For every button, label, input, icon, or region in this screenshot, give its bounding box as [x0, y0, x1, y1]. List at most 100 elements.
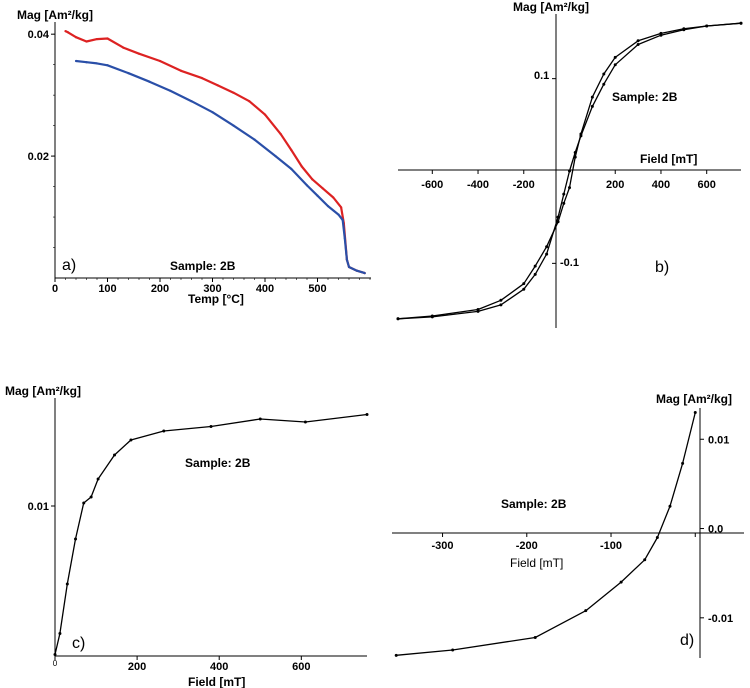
data-point	[274, 154, 277, 158]
data-point	[148, 80, 151, 83]
data-point	[562, 201, 566, 205]
data-point	[311, 178, 314, 181]
data-point	[659, 33, 663, 37]
panel-c-title: Sample: 2B	[185, 456, 251, 470]
data-point	[332, 196, 335, 199]
data-point	[216, 84, 219, 87]
data-point	[321, 187, 324, 190]
x-tick-label: 400	[210, 661, 228, 673]
x-tick-label: 0	[53, 659, 58, 668]
x-tick-label: -200	[513, 179, 535, 191]
data-point	[345, 258, 348, 261]
data-point	[613, 63, 617, 67]
y-tick-label: 0.01	[708, 434, 729, 446]
data-point	[85, 40, 88, 43]
data-point	[211, 111, 214, 114]
x-tick-label: 400	[256, 283, 274, 295]
data-point	[290, 167, 293, 170]
y-tick-label: 0.01	[28, 501, 49, 513]
data-point	[430, 315, 434, 319]
x-tick-label: 200	[151, 283, 169, 295]
panel-c-plot	[53, 413, 369, 656]
data-point	[74, 537, 78, 541]
data-point	[326, 204, 330, 208]
panel-a-x-ticks: 0 100 200 300 400 500	[52, 278, 371, 295]
data-point	[137, 52, 141, 55]
y-tick-label: 0.02	[28, 151, 49, 163]
data-point	[89, 495, 93, 499]
data-point	[556, 215, 560, 219]
data-point	[179, 69, 183, 72]
data-point	[545, 252, 549, 256]
data-point	[106, 64, 109, 67]
data-point	[67, 31, 70, 34]
x-tick-label: -400	[467, 179, 489, 191]
data-point	[584, 609, 588, 613]
data-point	[613, 55, 617, 59]
panel-d-plot	[394, 410, 697, 657]
data-point	[602, 82, 606, 86]
data-point	[300, 165, 303, 168]
data-point	[655, 535, 659, 539]
data-point	[82, 501, 86, 505]
data-point	[341, 218, 344, 222]
data-point	[636, 39, 640, 43]
data-point	[65, 582, 69, 586]
x-tick-label: -300	[432, 540, 454, 552]
data-point	[190, 100, 193, 103]
data-point	[590, 104, 594, 108]
panel-b-letter: b)	[655, 259, 669, 276]
panel-d-title: Sample: 2B	[501, 497, 567, 511]
data-point	[545, 245, 549, 249]
data-point	[619, 580, 623, 584]
data-point	[96, 477, 100, 481]
data-point	[363, 272, 366, 275]
data-point	[248, 100, 251, 103]
y-tick-label: -0.01	[708, 613, 733, 625]
data-point	[562, 192, 566, 196]
panel-a-title: Sample: 2B	[170, 259, 236, 273]
data-point	[85, 61, 88, 64]
data-point	[476, 309, 480, 313]
x-tick-label: -600	[421, 179, 443, 191]
data-point	[451, 648, 455, 652]
panel-b-plot	[396, 21, 743, 321]
data-point	[682, 28, 686, 32]
data-point	[533, 635, 537, 639]
panel-d-ylabel: Mag [Am²/kg]	[656, 392, 732, 406]
series-line	[75, 59, 366, 275]
data-point	[122, 46, 125, 49]
data-point	[290, 148, 293, 152]
data-point	[394, 653, 398, 657]
panel-a-letter: a)	[62, 257, 76, 274]
data-point	[579, 134, 583, 138]
data-point	[53, 653, 57, 656]
y-tick-label: 0.0	[708, 524, 723, 536]
data-point	[232, 124, 235, 127]
panel-a-plot	[64, 30, 366, 275]
y-tick-label: 0.04	[28, 29, 50, 41]
data-point	[74, 59, 78, 63]
data-point	[355, 269, 358, 272]
panel-a-ylabel: Mag [Am²/kg]	[17, 8, 93, 22]
data-point	[636, 42, 640, 46]
data-point	[668, 504, 672, 508]
data-point	[58, 632, 62, 635]
data-point	[209, 425, 213, 428]
data-point	[573, 151, 577, 155]
panel-d-x-ticks: -300 -200 -100	[432, 533, 696, 552]
data-point	[522, 282, 526, 286]
data-point	[739, 21, 743, 25]
series-line	[396, 412, 696, 656]
data-point	[158, 59, 162, 63]
x-tick-label: 200	[606, 179, 624, 191]
x-tick-label: 200	[128, 661, 146, 673]
x-tick-label: 100	[98, 283, 116, 295]
data-point	[343, 237, 346, 240]
panel-c: Mag [Am²/kg] Field [mT] Sample: 2B c) 0 2…	[5, 384, 369, 688]
data-point	[643, 558, 647, 562]
y-tick-label: -0.1	[560, 257, 579, 269]
data-point	[64, 30, 67, 33]
panel-c-xlabel: Field [mT]	[188, 675, 245, 688]
